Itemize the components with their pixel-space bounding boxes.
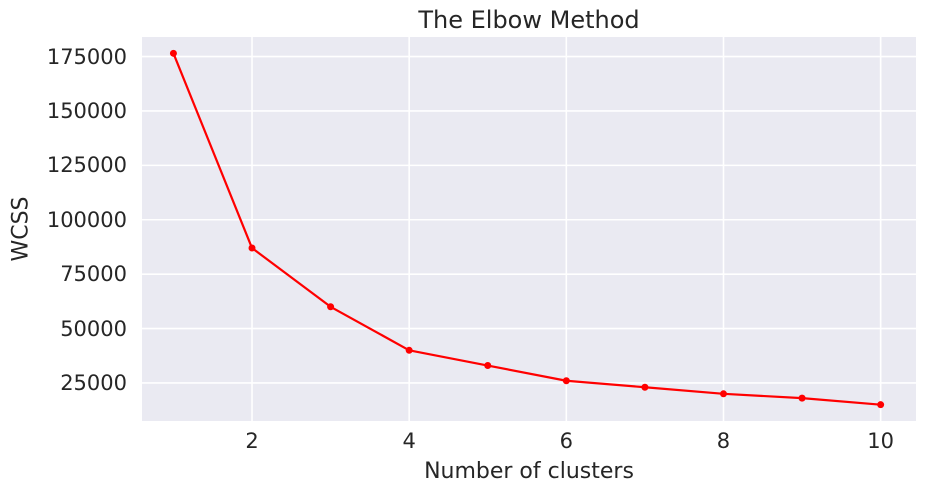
x-tick-label: 6 bbox=[559, 429, 573, 453]
y-tick-label: 175000 bbox=[46, 44, 127, 69]
x-tick-label: 4 bbox=[402, 429, 416, 453]
x-tick-label: 2 bbox=[245, 429, 259, 453]
x-axis-label: Number of clusters bbox=[424, 459, 634, 484]
y-tick-label: 150000 bbox=[46, 98, 127, 123]
y-tick-label: 125000 bbox=[46, 153, 127, 178]
y-axis-label: WCSS bbox=[8, 196, 34, 262]
y-tick-label: 25000 bbox=[60, 370, 127, 395]
y-tick-label: 100000 bbox=[46, 207, 127, 232]
y-tick-label: 50000 bbox=[60, 316, 127, 341]
y-tick-label: 75000 bbox=[60, 262, 127, 287]
x-tick-label: 10 bbox=[867, 429, 894, 453]
chart-title: The Elbow Method bbox=[418, 6, 640, 34]
x-tick-label: 8 bbox=[716, 429, 731, 453]
